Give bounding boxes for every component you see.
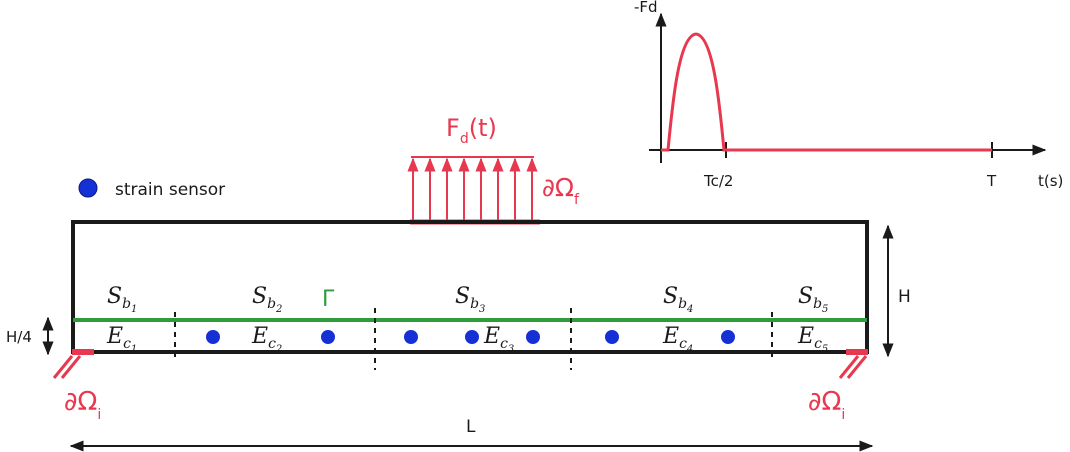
distributed-load: Fd(t) ∂Ωf — [407, 114, 580, 225]
interface-label: Γ — [322, 287, 335, 312]
strain-sensor — [404, 330, 418, 344]
dimension-quarter-height: H/4 — [6, 316, 54, 356]
segment-4-s-label: Sb4 — [663, 284, 693, 315]
chart-x-label: t(s) — [1038, 172, 1063, 190]
legend-sensor-marker — [78, 178, 98, 198]
load-time-chart: -Fd t(s) Tc/2 T — [634, 0, 1063, 190]
strain-sensor — [721, 330, 735, 344]
right-support-label: ∂Ωi — [808, 387, 845, 423]
left-support-label: ∂Ωi — [64, 387, 101, 423]
beam-outline — [71, 220, 869, 354]
strain-sensor — [605, 330, 619, 344]
segment-1-e-label: Ec1 — [106, 324, 137, 355]
left-support-hatch — [52, 355, 74, 379]
chart-y-label: -Fd — [634, 0, 658, 16]
dimension-length: L — [69, 417, 874, 452]
segment-3-e-label: Ec3 — [483, 324, 514, 355]
strain-sensor — [465, 330, 479, 344]
segment-5-e-label: Ec5 — [797, 324, 828, 355]
segment-2-s-label: Sb2 — [252, 284, 282, 315]
load-pulse-curve — [661, 32, 992, 152]
right-support-hatch — [838, 355, 860, 379]
load-boundary-label: ∂Ωf — [542, 173, 580, 208]
chart-tick-label-t: T — [986, 172, 997, 190]
chart-tick-label-tc2: Tc/2 — [703, 172, 733, 190]
right-support-hatch — [846, 355, 868, 379]
segment-3-s-label: Sb3 — [455, 284, 485, 315]
segment-1-s-label: Sb1 — [107, 284, 137, 315]
strain-sensor — [321, 330, 335, 344]
left-support-hatch — [60, 355, 82, 379]
load-label: Fd(t) — [446, 114, 497, 147]
right-support: ∂Ωi — [808, 349, 868, 423]
strain-sensor — [206, 330, 220, 344]
legend-sensor-label: strain sensor — [115, 180, 225, 200]
segment-5-s-label: Sb5 — [798, 284, 828, 315]
segment-2-e-label: Ec2 — [251, 324, 282, 355]
left-support: ∂Ωi — [52, 349, 101, 423]
quarter-height-label: H/4 — [6, 328, 32, 346]
beam: Γ Sb1 Ec1 Sb2 Ec2 Sb3 Ec3 Sb4 Ec4 Sb5 Ec… — [71, 220, 869, 370]
height-label: H — [898, 287, 911, 307]
length-label: L — [466, 417, 476, 437]
dimension-height: H — [882, 224, 911, 358]
segment-4-e-label: Ec4 — [662, 324, 693, 355]
legend: strain sensor — [78, 178, 225, 200]
strain-sensor — [526, 330, 540, 344]
